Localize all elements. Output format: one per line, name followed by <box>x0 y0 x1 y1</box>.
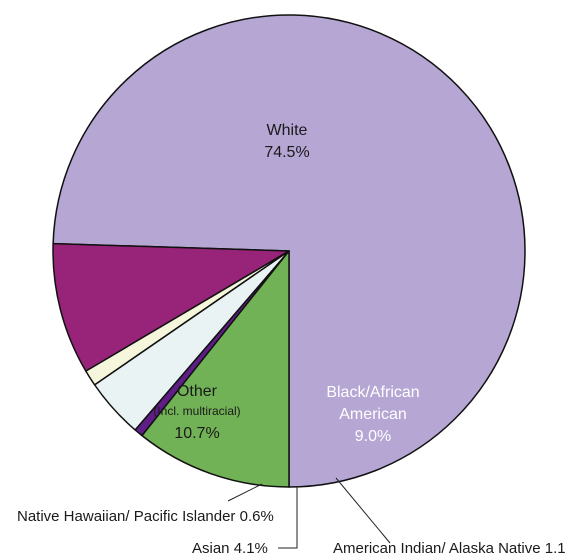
label-aian: American Indian/ Alaska Native 1.1% <box>333 540 566 557</box>
label-black-line2: American <box>339 406 407 423</box>
label-nhpi: Native Hawaiian/ Pacific Islander 0.6% <box>17 508 274 525</box>
label-white-name: White <box>267 122 308 139</box>
leader-line-asian <box>278 486 298 549</box>
label-black-value: 9.0% <box>355 428 391 445</box>
label-white-value: 74.5% <box>264 144 309 161</box>
leader-line-nhpi <box>227 483 263 502</box>
label-black-line1: Black/African <box>326 384 419 401</box>
slice-other <box>141 250 290 488</box>
pie-slices <box>52 14 526 488</box>
label-other-sub: (Incl. multiracial) <box>153 404 240 418</box>
slice-black-african-american <box>52 242 290 372</box>
label-asian: Asian 4.1% <box>192 540 268 557</box>
leader-line-aian <box>335 477 391 544</box>
label-other-name: Other <box>177 383 218 400</box>
label-other-value: 10.7% <box>174 425 219 442</box>
